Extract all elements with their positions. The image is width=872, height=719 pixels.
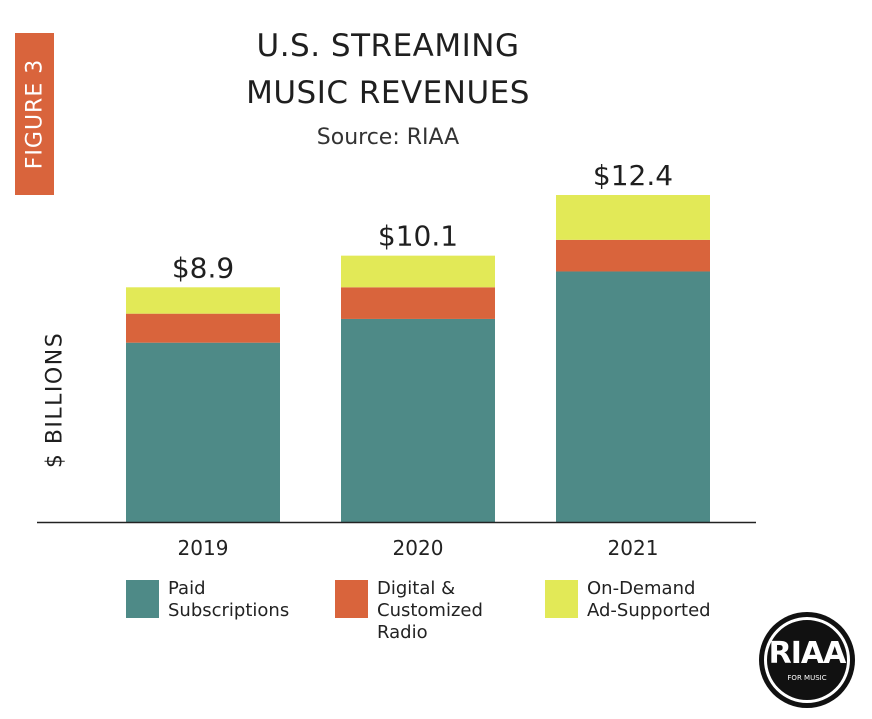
bar-segment-paid-2021 xyxy=(556,271,710,522)
logo-subtext: FOR MUSIC xyxy=(787,674,827,682)
bar-segment-ondemand-2020 xyxy=(341,255,495,288)
bar-segment-paid-2020 xyxy=(341,318,495,522)
legend-label-digital: Digital & Customized Radio xyxy=(377,578,483,643)
legend-label-ondemand: On-Demand Ad-Supported xyxy=(587,578,711,621)
bar-segment-paid-2019 xyxy=(126,342,280,522)
bar-segment-digital-2021 xyxy=(556,239,710,272)
chart-title-line-1: U.S. STREAMING xyxy=(256,28,520,64)
riaa-logo: RIAA FOR MUSIC xyxy=(759,612,855,708)
x-tick-label-2019: 2019 xyxy=(178,536,229,560)
total-label-2021: $12.4 xyxy=(593,159,673,192)
logo-text: RIAA xyxy=(768,636,847,671)
x-tick-label-2020: 2020 xyxy=(393,536,444,560)
x-tick-label-2021: 2021 xyxy=(608,536,659,560)
total-label-2019: $8.9 xyxy=(172,251,234,284)
total-label-2020: $10.1 xyxy=(378,220,458,253)
legend-swatch-ondemand xyxy=(545,580,578,618)
legend-label-paid: Paid Subscriptions xyxy=(168,578,290,621)
bar-segment-ondemand-2019 xyxy=(126,287,280,314)
chart-title-line-2: MUSIC REVENUES xyxy=(246,75,530,111)
legend-swatch-paid xyxy=(126,580,159,618)
logo-ring xyxy=(764,617,850,703)
legend-swatch-digital xyxy=(335,580,368,618)
figure-label-tag: FIGURE 3 xyxy=(15,33,54,195)
bar-segment-ondemand-2021 xyxy=(556,195,710,240)
bar-segment-digital-2019 xyxy=(126,313,280,343)
chart-subtitle: Source: RIAA xyxy=(316,125,460,150)
bar-segment-digital-2020 xyxy=(341,287,495,319)
